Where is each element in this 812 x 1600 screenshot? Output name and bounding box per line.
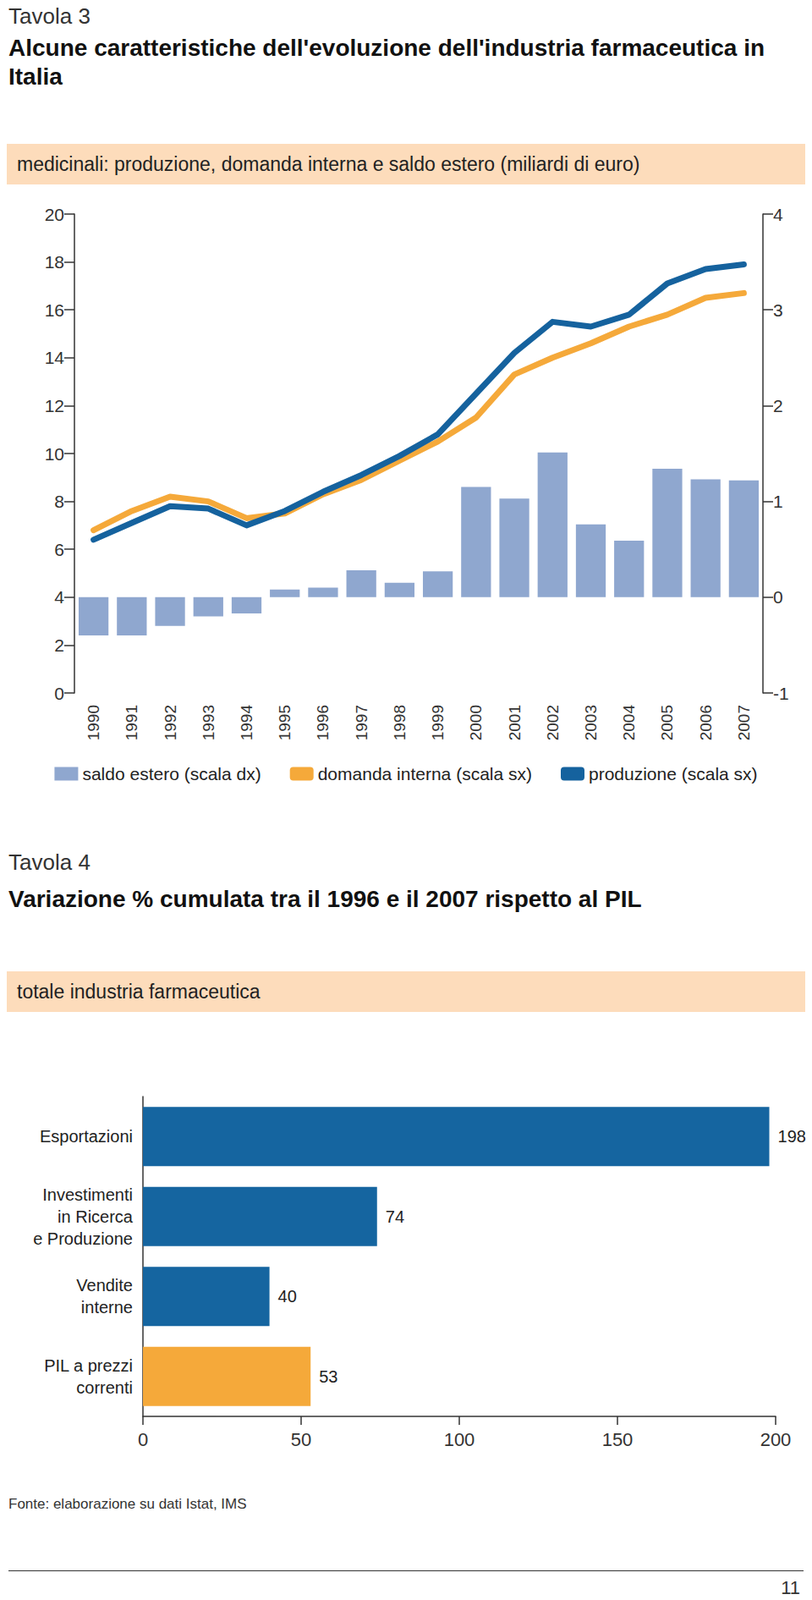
html-text:totale industria farmaceutica: totale industria farmaceutica	[16, 980, 261, 1003]
svg-text:1999: 1999	[428, 704, 447, 741]
svg-text:0: 0	[54, 683, 65, 703]
svg-text:Vendite: Vendite	[76, 1275, 133, 1295]
svg-text:16: 16	[44, 300, 65, 320]
svg-text:1: 1	[773, 491, 784, 511]
svg-text:14: 14	[44, 347, 66, 368]
svg-text:6: 6	[54, 539, 65, 560]
svg-text:100: 100	[444, 1428, 476, 1450]
svg-text:produzione (scala sx): produzione (scala sx)	[588, 763, 758, 784]
svg-text:saldo estero (scala dx): saldo estero (scala dx)	[82, 763, 261, 784]
svg-text:in Ricerca: in Ricerca	[57, 1207, 134, 1226]
svg-text:Investimenti: Investimenti	[42, 1185, 133, 1204]
svg-text:20: 20	[44, 204, 65, 225]
html-text:Fonte: elaborazione su dati Is: Fonte: elaborazione su dati Istat, IMS	[8, 1495, 247, 1512]
svg-text:1991: 1991	[122, 704, 141, 741]
svg-text:4: 4	[773, 204, 784, 225]
svg-text:50: 50	[290, 1428, 312, 1450]
svg-text:8: 8	[54, 491, 65, 511]
html-text:Tavola 3: Tavola 3	[8, 3, 91, 29]
svg-text:2: 2	[54, 635, 65, 655]
svg-text:domanda interna (scala sx): domanda interna (scala sx)	[318, 763, 533, 784]
svg-text:1996: 1996	[313, 704, 332, 741]
svg-text:2006: 2006	[696, 704, 715, 741]
svg-text:74: 74	[385, 1207, 405, 1226]
svg-text:e Produzione: e Produzione	[32, 1228, 133, 1248]
html-text:11: 11	[780, 1576, 801, 1598]
svg-text:150: 150	[602, 1428, 634, 1450]
svg-text:12: 12	[44, 395, 65, 416]
svg-text:3: 3	[773, 300, 784, 320]
svg-text:Esportazioni: Esportazioni	[39, 1126, 133, 1146]
svg-text:0: 0	[773, 587, 784, 607]
svg-text:18: 18	[44, 252, 65, 272]
svg-text:2004: 2004	[619, 704, 638, 741]
svg-text:40: 40	[278, 1286, 297, 1306]
svg-text:2007: 2007	[735, 704, 753, 741]
svg-text:2002: 2002	[543, 704, 562, 741]
svg-text:1997: 1997	[352, 704, 371, 741]
svg-text:198: 198	[778, 1126, 807, 1146]
svg-text:interne: interne	[81, 1297, 133, 1317]
svg-text:-1: -1	[773, 683, 790, 703]
svg-text:2005: 2005	[658, 704, 676, 741]
svg-text:1993: 1993	[199, 704, 218, 741]
svg-text:10: 10	[44, 444, 65, 464]
svg-text:4: 4	[54, 587, 65, 607]
svg-text:2000: 2000	[466, 704, 485, 741]
html-text:medicinali: produzione, domand: medicinali: produzione, domanda interna …	[16, 153, 640, 176]
svg-text:53: 53	[318, 1366, 338, 1386]
html-text:Tavola 4: Tavola 4	[8, 849, 91, 875]
svg-text:2: 2	[773, 395, 784, 416]
svg-text:1995: 1995	[275, 704, 294, 741]
html-text:Variazione % cumulata tra il 1: Variazione % cumulata tra il 1996 e il 2…	[8, 885, 642, 912]
svg-text:1992: 1992	[161, 704, 180, 741]
svg-text:PIL a prezzi: PIL a prezzi	[43, 1355, 133, 1375]
svg-text:1990: 1990	[84, 704, 103, 741]
svg-text:1994: 1994	[237, 704, 256, 741]
html-text:Alcune caratteristiche dell'ev: Alcune caratteristiche dell'evoluzione d…	[8, 34, 765, 90]
svg-text:200: 200	[760, 1428, 792, 1450]
svg-text:1998: 1998	[390, 704, 409, 741]
svg-text:2003: 2003	[581, 704, 600, 741]
svg-text:2001: 2001	[505, 704, 524, 741]
svg-text:0: 0	[137, 1428, 149, 1450]
svg-text:correnti: correnti	[76, 1377, 133, 1397]
